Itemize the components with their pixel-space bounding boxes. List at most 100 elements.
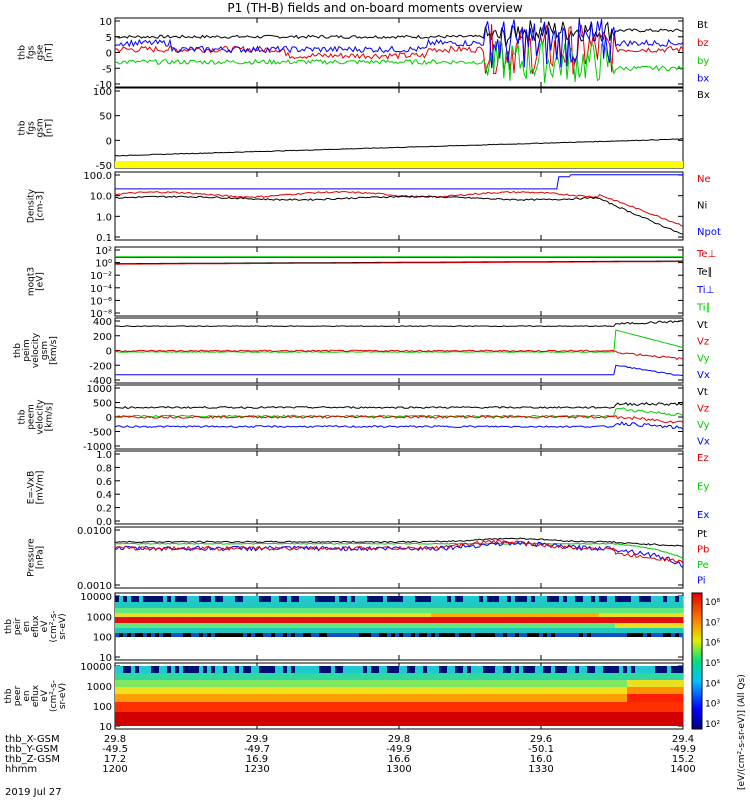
spectrogram-cell (279, 687, 284, 694)
spectrogram-cell (359, 673, 364, 680)
spectrogram-cell (615, 613, 620, 617)
spectrogram-cell (595, 602, 600, 608)
spectrogram-cell (463, 687, 468, 694)
y-axis-label: (cm²-s- (49, 610, 59, 642)
spectrogram-cell (539, 617, 544, 623)
spectrogram-cell (347, 608, 352, 613)
spectrogram-cell (179, 712, 184, 726)
spectrogram-cell (271, 608, 276, 613)
legend-ex: Ex (697, 510, 709, 521)
spectrogram-cell (243, 633, 248, 637)
pt-line (114, 537, 684, 547)
spectrogram-cell (315, 680, 320, 687)
spectrogram-cell (355, 602, 360, 608)
peer-spectrogram (115, 666, 684, 726)
spectrogram-cell (243, 680, 248, 687)
spectrogram-cell (443, 617, 448, 623)
spectrogram-cell (423, 628, 428, 633)
spectrogram-cell (575, 673, 580, 680)
spectrogram-cell (155, 712, 160, 726)
spectrogram-cell (275, 680, 280, 687)
spectrogram-cell (415, 673, 420, 680)
y-axis-label: gsm (40, 341, 50, 360)
spectrogram-cell (195, 623, 200, 628)
spectrogram-cell (219, 673, 224, 680)
spectrogram-cell (535, 712, 540, 726)
spectrogram-cell (431, 613, 436, 617)
spectrogram-cell (411, 617, 416, 623)
spectrogram-cell (523, 633, 528, 637)
spectrogram-cell (503, 712, 508, 726)
spectrogram-cell (271, 613, 276, 617)
spectrogram-cell (659, 602, 664, 608)
spectrogram-cell (371, 702, 376, 712)
spectrogram-cell (435, 694, 440, 702)
spectrogram-cell (551, 680, 556, 687)
spectrogram-cell (539, 702, 544, 712)
spectrogram-cell (579, 680, 584, 687)
spectrogram-cell (659, 680, 664, 687)
spectrogram-cell (255, 694, 260, 702)
spectrogram-cell (499, 702, 504, 712)
spectrogram-cell (567, 687, 572, 694)
spectrogram-cell (523, 687, 528, 694)
spectrogram-cell (227, 702, 232, 712)
spectrogram-cell (271, 694, 276, 702)
spectrogram-cell (371, 613, 376, 617)
spectrogram-cell (219, 613, 224, 617)
spectrogram-cell (479, 602, 484, 608)
spectrogram-cell (379, 596, 384, 602)
spectrogram-cell (299, 694, 304, 702)
spectrogram-cell (427, 596, 432, 602)
spectrogram-cell (495, 673, 500, 680)
spectrogram-cell (295, 712, 300, 726)
spectrogram-cell (499, 687, 504, 694)
spectrogram-cell (379, 702, 384, 712)
spectrogram-cell (403, 617, 408, 623)
spectrogram-cell (191, 633, 196, 637)
spectrogram-cell (407, 613, 412, 617)
spectrogram-cell (387, 680, 392, 687)
spectrogram-cell (419, 680, 424, 687)
spectrogram-cell (559, 687, 564, 694)
spectrogram-cell (339, 623, 344, 628)
spectrogram-cell (179, 673, 184, 680)
spectrogram-cell (175, 633, 180, 637)
spectrogram-cell (575, 712, 580, 726)
spectrogram-cell (423, 702, 428, 712)
spectrogram-cell (595, 694, 600, 702)
spectrogram-cell (119, 666, 124, 673)
spectrogram-cell (443, 608, 448, 613)
spectrogram-cell (491, 628, 496, 633)
spectrogram-cell (315, 608, 320, 613)
spectrogram-cell (615, 666, 620, 673)
spectrogram-cell (471, 680, 476, 687)
spectrogram-cell (175, 602, 180, 608)
spectrogram-cell (547, 617, 552, 623)
spectrogram-cell (131, 623, 136, 628)
spectrogram-cell (495, 633, 500, 637)
spectrogram-cell (435, 602, 440, 608)
spectrogram-cell (467, 633, 472, 637)
spectrogram-cell (487, 617, 492, 623)
spectrogram-cell (615, 687, 620, 694)
spectrogram-cell (379, 712, 384, 726)
spectrogram-cell (647, 613, 652, 617)
spectrogram-cell (447, 687, 452, 694)
spectrogram-cell (207, 633, 212, 637)
spectrogram-cell (559, 633, 564, 637)
spectrogram-cell (259, 712, 264, 726)
spectrogram-cell (387, 666, 392, 673)
spectrogram-cell (587, 602, 592, 608)
spectrogram-cell (563, 712, 568, 726)
spectrogram-cell (275, 712, 280, 726)
spectrogram-cell (327, 596, 332, 602)
spectrogram-cell (259, 613, 264, 617)
spectrogram-cell (599, 613, 604, 617)
spectrogram-cell (179, 694, 184, 702)
spectrogram-cell (379, 602, 384, 608)
spectrogram-cell (563, 613, 568, 617)
spectrogram-cell (303, 694, 308, 702)
